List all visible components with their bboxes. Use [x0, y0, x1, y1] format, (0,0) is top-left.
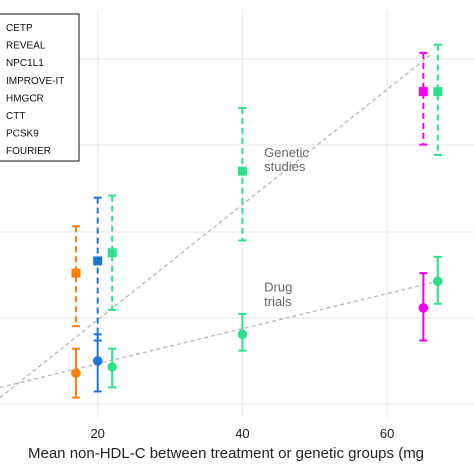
data-point-hmgcr-genetic	[93, 196, 103, 342]
data-point-pcsk9-trial	[237, 312, 248, 352]
data-point-npc1l1-trial	[71, 347, 81, 399]
marker-square	[433, 87, 443, 97]
marker-circle	[71, 368, 81, 378]
legend-box	[0, 13, 80, 162]
legend-entry-fourier: FOURIER	[6, 146, 51, 157]
annotation-3: trials	[264, 294, 292, 309]
marker-square	[418, 87, 428, 97]
x-tick-label-0: 20	[90, 426, 104, 441]
data-point-cetp-trial	[418, 272, 429, 342]
trend-line-1	[0, 280, 438, 389]
legend-entry-improve-it: IMPROVE-IT	[6, 76, 64, 87]
trend-lines	[0, 54, 438, 399]
marker-circle	[433, 276, 443, 287]
x-tick-labels: 20 40 60	[90, 426, 394, 441]
marker-circle	[237, 329, 248, 340]
data-point-pcsk9-genetic	[237, 106, 247, 242]
data-point-hmgcr-trial	[92, 333, 103, 393]
marker-square	[107, 248, 117, 258]
data-point-cetp-genetic	[418, 51, 428, 146]
legend-entry-ctt: CTT	[6, 111, 25, 122]
data-point-pcsk9-trial	[107, 347, 117, 389]
legend-items: CETP REVEAL NPC1L1 IMPROVE-IT HMGCR CTT PCSK9 F…	[6, 23, 64, 157]
data-point-pcsk9-trial	[433, 255, 443, 305]
legend-entry-npc1l1: NPC1L1	[6, 58, 44, 69]
marker-square	[237, 166, 247, 176]
data-point-pcsk9-genetic	[433, 43, 443, 156]
legend-entry-reveal: REVEAL	[6, 41, 46, 52]
legend-entry-hmgcr: HMGCR	[6, 93, 44, 104]
legend: CETP REVEAL NPC1L1 IMPROVE-IT HMGCR CTT PCSK9 F…	[0, 13, 80, 162]
x-tick-label-1: 40	[235, 426, 249, 441]
legend-entry-cetp: CETP	[6, 23, 33, 34]
annotation-1: studies	[264, 159, 306, 174]
data-point-npc1l1-genetic	[71, 225, 81, 328]
marker-square	[93, 256, 103, 266]
x-tick-label-2: 60	[380, 426, 394, 441]
trend-line-0	[0, 54, 431, 399]
legend-entry-pcsk9: PCSK9	[6, 129, 39, 140]
annotation-2: Drug	[264, 280, 292, 295]
x-axis-title: Mean non-HDL-C between treatment or gene…	[28, 445, 424, 462]
marker-circle	[418, 303, 429, 313]
data-point-pcsk9-genetic	[107, 194, 117, 311]
marker-circle	[107, 362, 117, 372]
annotation-0: Genetic	[264, 145, 309, 160]
marker-circle	[92, 356, 103, 366]
data-points	[71, 43, 443, 399]
marker-square	[71, 268, 81, 278]
